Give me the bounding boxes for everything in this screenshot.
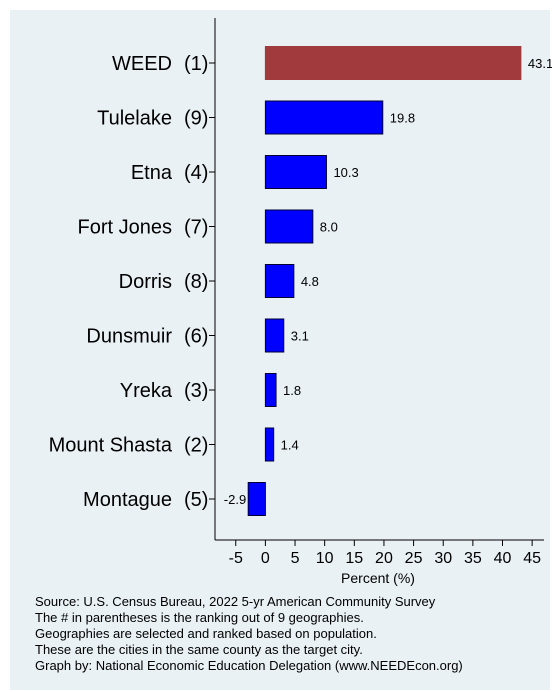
rank-label: (6): [184, 326, 208, 348]
rank-label: (8): [184, 271, 208, 293]
x-tick-label: 0: [261, 550, 270, 567]
bar-etna: [264, 155, 327, 189]
footer-county-note: These are the cities in the same county …: [35, 642, 363, 657]
rank-label: (1): [184, 53, 208, 75]
bar-dunsmuir: [264, 318, 285, 353]
value-label: 19.8: [390, 111, 415, 126]
value-label: 8.0: [320, 220, 338, 235]
footer-notes: Source: U.S. Census Bureau, 2022 5-yr Am…: [35, 594, 463, 674]
bar-mount-shasta: [264, 427, 275, 462]
x-tick-label: 35: [464, 550, 482, 567]
category-label: Yreka: [120, 380, 173, 402]
footer-credit: Graph by: National Economic Education De…: [35, 658, 463, 673]
x-tick-label: 20: [375, 550, 393, 567]
footer-source: Source: U.S. Census Bureau, 2022 5-yr Am…: [35, 594, 436, 609]
x-tick-label: 25: [405, 550, 423, 567]
x-tick-label: 10: [316, 550, 334, 567]
bar-weed: [264, 46, 522, 80]
x-axis-label: Percent (%): [341, 570, 415, 586]
x-tick-label: 40: [494, 550, 512, 567]
category-label: Etna: [131, 162, 173, 184]
value-label: 1.4: [281, 438, 299, 453]
value-label: 43.1: [528, 56, 552, 71]
x-tick-label: 45: [523, 550, 541, 567]
category-label: Tulelake: [97, 108, 172, 130]
rank-label: (5): [184, 489, 208, 511]
category-label: WEED: [112, 53, 172, 75]
bar-dorris: [264, 264, 295, 298]
x-tick-label: 30: [434, 550, 452, 567]
value-label: 3.1: [291, 329, 309, 344]
footer-rank-note: The # in parentheses is the ranking out …: [35, 610, 364, 625]
category-label: Dorris: [119, 271, 172, 293]
category-label: Mount Shasta: [49, 435, 173, 457]
bars: [247, 46, 522, 516]
x-tick-label: 5: [291, 550, 300, 567]
value-label: 4.8: [301, 274, 319, 289]
axes: -5 0 5 10 15 20 25 30 35 40 45: [209, 18, 544, 567]
labels: 43.1 WEED (1) 19.8 Tulelake (9) 10.3 Etna (4) 8.0…: [49, 53, 552, 511]
category-label: Dunsmuir: [86, 326, 172, 348]
bar-montague: [247, 482, 266, 516]
rank-label: (9): [184, 108, 208, 130]
rank-label: (7): [184, 217, 208, 239]
x-tick-label: -5: [229, 550, 243, 567]
footer-selection-note: Geographies are selected and ranked base…: [35, 626, 377, 641]
rank-label: (2): [184, 435, 208, 457]
bar-yreka: [264, 373, 277, 407]
x-tick-label: 15: [345, 550, 363, 567]
category-label: Montague: [83, 489, 172, 511]
rank-label: (4): [184, 162, 208, 184]
bar-tulelake: [264, 100, 384, 135]
bar-fort-jones: [264, 209, 314, 244]
value-label: 1.8: [283, 383, 301, 398]
rank-label: (3): [184, 380, 208, 402]
value-label: -2.9: [224, 492, 246, 507]
value-label: 10.3: [333, 165, 358, 180]
category-label: Fort Jones: [78, 217, 172, 239]
